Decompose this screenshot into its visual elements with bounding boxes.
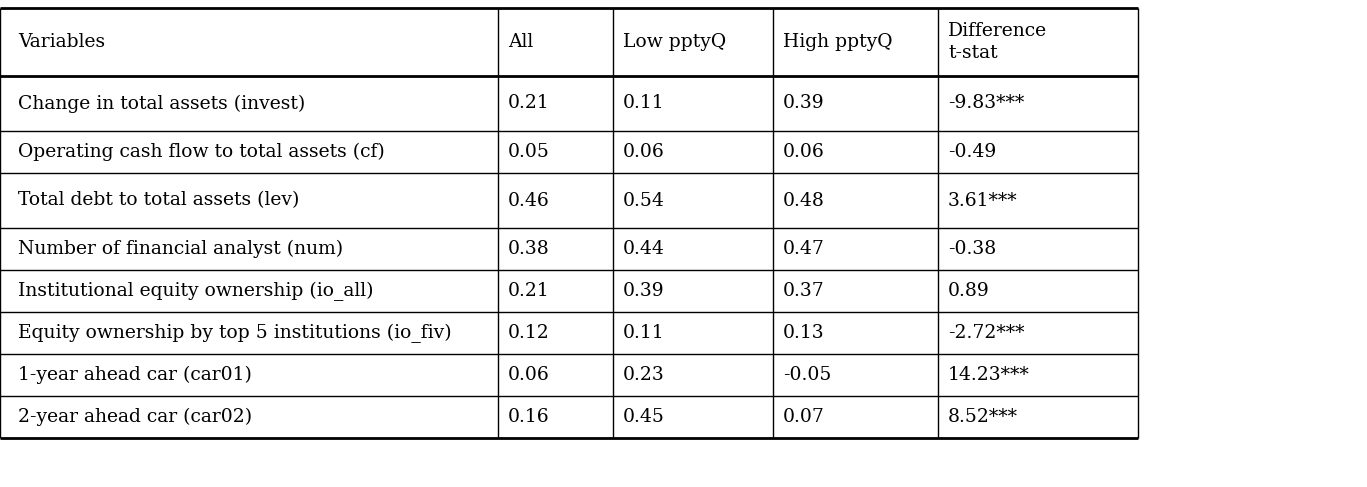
Text: 0.06: 0.06 xyxy=(783,143,824,161)
Text: Number of financial analyst (num): Number of financial analyst (num) xyxy=(18,240,343,258)
Text: 0.54: 0.54 xyxy=(623,191,664,209)
Text: 0.07: 0.07 xyxy=(783,408,824,426)
Text: 0.11: 0.11 xyxy=(623,324,664,342)
Text: 0.21: 0.21 xyxy=(509,94,550,112)
Text: 0.39: 0.39 xyxy=(623,282,664,300)
Text: 0.06: 0.06 xyxy=(623,143,664,161)
Text: 0.38: 0.38 xyxy=(509,240,550,258)
Text: High pptyQ: High pptyQ xyxy=(783,33,893,51)
Text: 0.37: 0.37 xyxy=(783,282,824,300)
Text: Equity ownership by top 5 institutions (io_fiv): Equity ownership by top 5 institutions (… xyxy=(18,323,451,342)
Text: 3.61***: 3.61*** xyxy=(947,191,1017,209)
Text: 0.23: 0.23 xyxy=(623,366,664,384)
Text: 0.06: 0.06 xyxy=(509,366,550,384)
Text: 0.48: 0.48 xyxy=(783,191,824,209)
Text: -0.05: -0.05 xyxy=(783,366,831,384)
Text: Institutional equity ownership (io_all): Institutional equity ownership (io_all) xyxy=(18,281,373,300)
Text: 0.16: 0.16 xyxy=(509,408,550,426)
Text: 0.44: 0.44 xyxy=(623,240,664,258)
Text: 0.47: 0.47 xyxy=(783,240,824,258)
Text: 1-year ahead car (car01): 1-year ahead car (car01) xyxy=(18,366,252,384)
Text: 0.11: 0.11 xyxy=(623,94,664,112)
Text: 0.46: 0.46 xyxy=(509,191,550,209)
Text: Difference
t-stat: Difference t-stat xyxy=(947,22,1047,62)
Text: -0.38: -0.38 xyxy=(947,240,997,258)
Text: 0.89: 0.89 xyxy=(947,282,990,300)
Text: Operating cash flow to total assets (cf): Operating cash flow to total assets (cf) xyxy=(18,143,384,161)
Text: 0.12: 0.12 xyxy=(509,324,550,342)
Text: Change in total assets (invest): Change in total assets (invest) xyxy=(18,94,305,112)
Text: 0.39: 0.39 xyxy=(783,94,824,112)
Text: Low pptyQ: Low pptyQ xyxy=(623,33,726,51)
Text: 0.13: 0.13 xyxy=(783,324,824,342)
Text: 8.52***: 8.52*** xyxy=(947,408,1018,426)
Text: Total debt to total assets (lev): Total debt to total assets (lev) xyxy=(18,191,299,209)
Text: All: All xyxy=(509,33,533,51)
Text: -0.49: -0.49 xyxy=(947,143,997,161)
Text: 2-year ahead car (car02): 2-year ahead car (car02) xyxy=(18,408,252,426)
Text: 0.45: 0.45 xyxy=(623,408,664,426)
Text: -9.83***: -9.83*** xyxy=(947,94,1024,112)
Text: -2.72***: -2.72*** xyxy=(947,324,1024,342)
Text: 14.23***: 14.23*** xyxy=(947,366,1029,384)
Text: 0.21: 0.21 xyxy=(509,282,550,300)
Text: Variables: Variables xyxy=(18,33,105,51)
Text: 0.05: 0.05 xyxy=(509,143,550,161)
